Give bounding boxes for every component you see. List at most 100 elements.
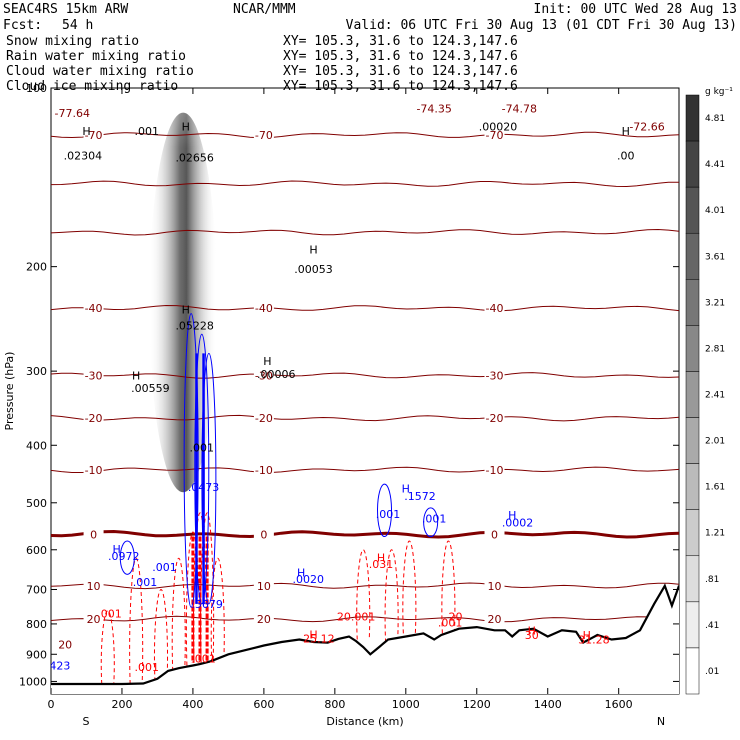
rain-contour (153, 589, 169, 682)
colorbar-swatch (685, 509, 700, 557)
isotherm-label: -30 (255, 369, 273, 382)
colorbar-label: 2.81 (705, 344, 725, 354)
cloud-water-contour (423, 507, 439, 538)
contour-annotation: H (82, 125, 90, 138)
contour-annotation: H (182, 121, 190, 134)
contour-annotation: H (508, 509, 516, 522)
x-axis: 0 200 400 600 800 1000 1200 1400 1600 (48, 88, 633, 711)
isotherm-line (51, 228, 679, 236)
model-title: SEAC4RS 15km ARW (3, 2, 128, 17)
colorbar-label: .81 (705, 575, 719, 585)
contour-annotation: H (182, 304, 190, 317)
isotherm-line (51, 582, 679, 590)
field-xy: XY= 105.3, 31.6 to 124.3,147.6 (283, 49, 518, 64)
field-name: Snow mixing ratio (6, 34, 139, 49)
contour-annotation: .001 (97, 608, 122, 621)
isotherm-label: 20 (488, 613, 502, 626)
isotherm-label: -70 (85, 129, 103, 142)
contour-annotation: H (112, 543, 120, 556)
contour-annotation: .001 (191, 653, 216, 666)
colorbar-label: 1.61 (705, 483, 725, 493)
isotherm-label: 10 (257, 580, 271, 593)
terrain-layer (51, 583, 679, 694)
x-axis-right-end: N (657, 715, 665, 728)
isotherm-line (51, 529, 679, 539)
isotherm-label: 20 (87, 613, 101, 626)
isotherm-label: 0 (260, 528, 267, 541)
contour-annotation: .001 (190, 442, 215, 455)
colorbar: 4.81 4.41 4.01 3.61 3.21 2.81 2.41 2.01 1.61 1.21… (685, 94, 725, 695)
terrain-line (51, 583, 679, 686)
contour-annotation: H (132, 370, 140, 383)
contour-annotation: 20 (448, 611, 462, 624)
rain-contour (210, 557, 225, 663)
contour-annotation: .5679 (191, 598, 223, 611)
rain-contour (441, 540, 456, 634)
field-name: Rain water mixing ratio (6, 49, 186, 64)
contour-annotation: .031 (369, 558, 394, 571)
colorbar-label: 3.21 (705, 298, 725, 308)
contour-annotation: H (528, 624, 536, 637)
contour-annotation: .001 (135, 661, 160, 674)
field-name: Cloud ice mixing ratio (6, 79, 178, 94)
colorbar-label: 1.21 (705, 529, 725, 539)
x-tick-label: 800 (324, 698, 345, 711)
colorbar-label: 4.01 (705, 206, 725, 216)
isotherm-label: -10 (85, 464, 103, 477)
colorbar-swatch (685, 140, 700, 188)
init-time: Init: 00 UTC Wed 28 Aug 13 (534, 2, 738, 17)
colorbar-swatch (685, 555, 700, 603)
cloud-water-contour (119, 540, 135, 575)
rain-contour (100, 610, 115, 685)
y-tick-label: 500 (26, 497, 47, 510)
contour-annotation: .001 (438, 616, 463, 629)
isotherm-label: -70 (486, 129, 504, 142)
contour-annotation: .001 (152, 561, 177, 574)
isotherm-label: 10 (87, 580, 101, 593)
contour-annotation: 20.001 (337, 611, 376, 624)
snow-shading-layer (149, 112, 218, 493)
rain-contour (171, 557, 186, 671)
contour-annotation: .1572 (404, 490, 436, 503)
x-axis-left-end: S (83, 715, 90, 728)
y-tick-label: 900 (26, 648, 47, 661)
y-tick-label: 700 (26, 584, 47, 597)
contour-annotation: .00559 (131, 382, 170, 395)
isotherm-line (51, 180, 679, 188)
rain-contour (129, 557, 144, 685)
isotherm-label: 0 (90, 528, 97, 541)
field-xy: XY= 105.3, 31.6 to 124.3,147.6 (283, 34, 518, 49)
x-axis-title: Distance (km) (326, 715, 403, 728)
isotherm-label: 20 (257, 613, 271, 626)
x-tick-label: 600 (253, 698, 274, 711)
contour-annotation: .001 (376, 508, 401, 521)
isotherm-line (51, 131, 679, 139)
isotherm-label: -30 (486, 369, 504, 382)
x-tick-label: 1400 (534, 698, 562, 711)
contour-annotation: .05228 (175, 319, 214, 332)
colorbar-unit: g kg⁻¹ (705, 87, 733, 97)
colorbar-swatch (685, 601, 700, 649)
contour-annotation: H (377, 552, 385, 565)
colorbar-swatch (685, 232, 700, 280)
colorbar-label: .41 (705, 621, 719, 631)
colorbar-swatch (685, 325, 700, 372)
isotherm-label: -40 (486, 302, 504, 315)
snow-core (149, 112, 218, 493)
x-tick-label: 200 (111, 698, 132, 711)
colorbar-swatch (685, 647, 700, 695)
rain-contour (185, 531, 200, 666)
contour-annotation: -74.78 (502, 103, 537, 116)
isotherm-label: -40 (85, 302, 103, 315)
y-axis-title: Pressure (hPa) (3, 352, 16, 431)
contour-annotation: H (309, 628, 317, 641)
isotherm-line (51, 304, 679, 312)
contour-annotation: .02656 (175, 151, 214, 164)
colorbar-swatch (685, 94, 700, 142)
cloud-water-contour-layer (119, 313, 439, 608)
isotherm-label: -20 (255, 412, 273, 425)
colorbar-label: 3.61 (705, 252, 725, 262)
contour-annotation: -72.66 (629, 121, 664, 134)
rain-contour (356, 549, 371, 640)
